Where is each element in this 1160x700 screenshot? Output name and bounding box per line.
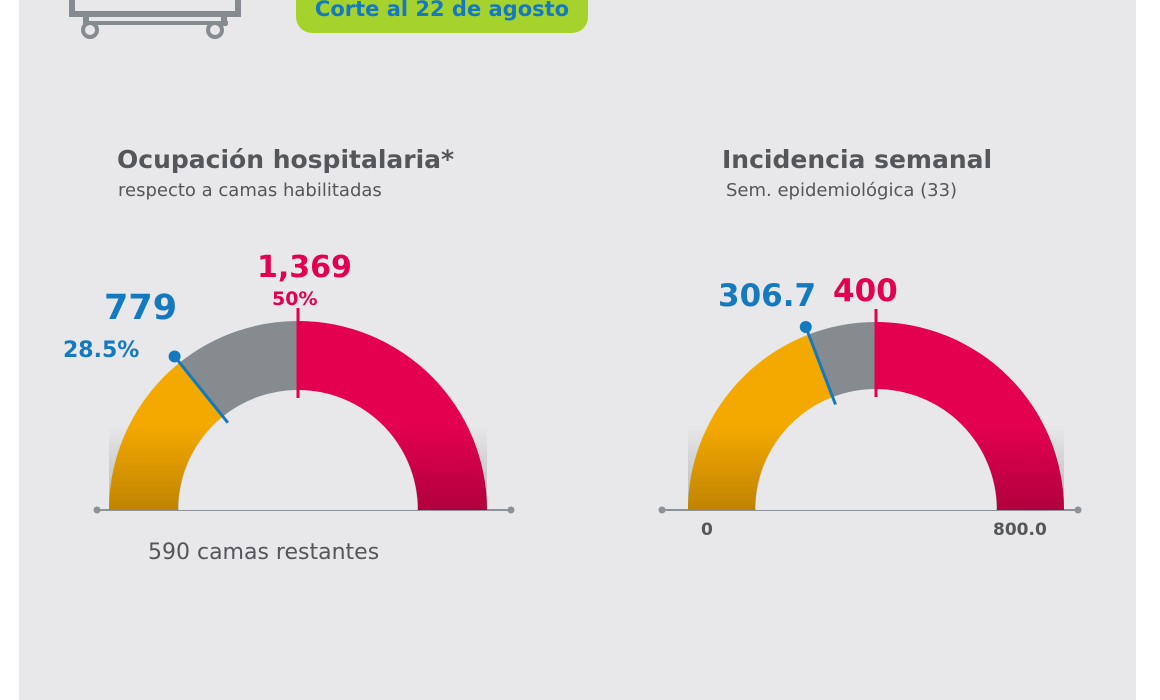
gauge-2-subtitle: Sem. epidemiológica (33) <box>726 180 958 201</box>
baseline-right-dot <box>507 506 515 514</box>
gauge-2 <box>658 309 1082 514</box>
baseline-left-dot <box>658 506 666 514</box>
baseline-left-dot <box>93 506 101 514</box>
gauge-2-max-label: 800.0 <box>993 520 1047 540</box>
gauge-inner-cover <box>755 389 997 510</box>
gauge-1-threshold-percent: 50% <box>272 288 318 310</box>
value-needle <box>173 355 230 424</box>
gauge-2-min-label: 0 <box>701 520 713 540</box>
hospital-bed-icon <box>69 0 241 39</box>
gauge-inner-cover <box>178 390 418 510</box>
value-needle-dot <box>799 321 812 334</box>
cut-date-badge: Corte al 22 de agosto <box>296 0 588 33</box>
gauge-1-threshold-label: 1,369 <box>257 250 352 285</box>
gauge-2-title: Incidencia semanal <box>722 145 993 174</box>
gauge-1-subtitle: respecto a camas habilitadas <box>118 180 382 201</box>
gauge-1-footnote: 590 camas restantes <box>148 540 380 565</box>
value-needle-dot <box>168 350 181 363</box>
gauge-2-threshold-label: 400 <box>833 273 898 309</box>
gauge-2-value-label: 306.7 <box>718 278 817 314</box>
cut-date-text: Corte al 22 de agosto <box>314 0 570 21</box>
gauge-1-title: Ocupación hospitalaria* <box>117 145 455 174</box>
gauge-1 <box>93 308 515 514</box>
baseline-right-dot <box>1074 506 1082 514</box>
value-needle <box>804 326 837 406</box>
